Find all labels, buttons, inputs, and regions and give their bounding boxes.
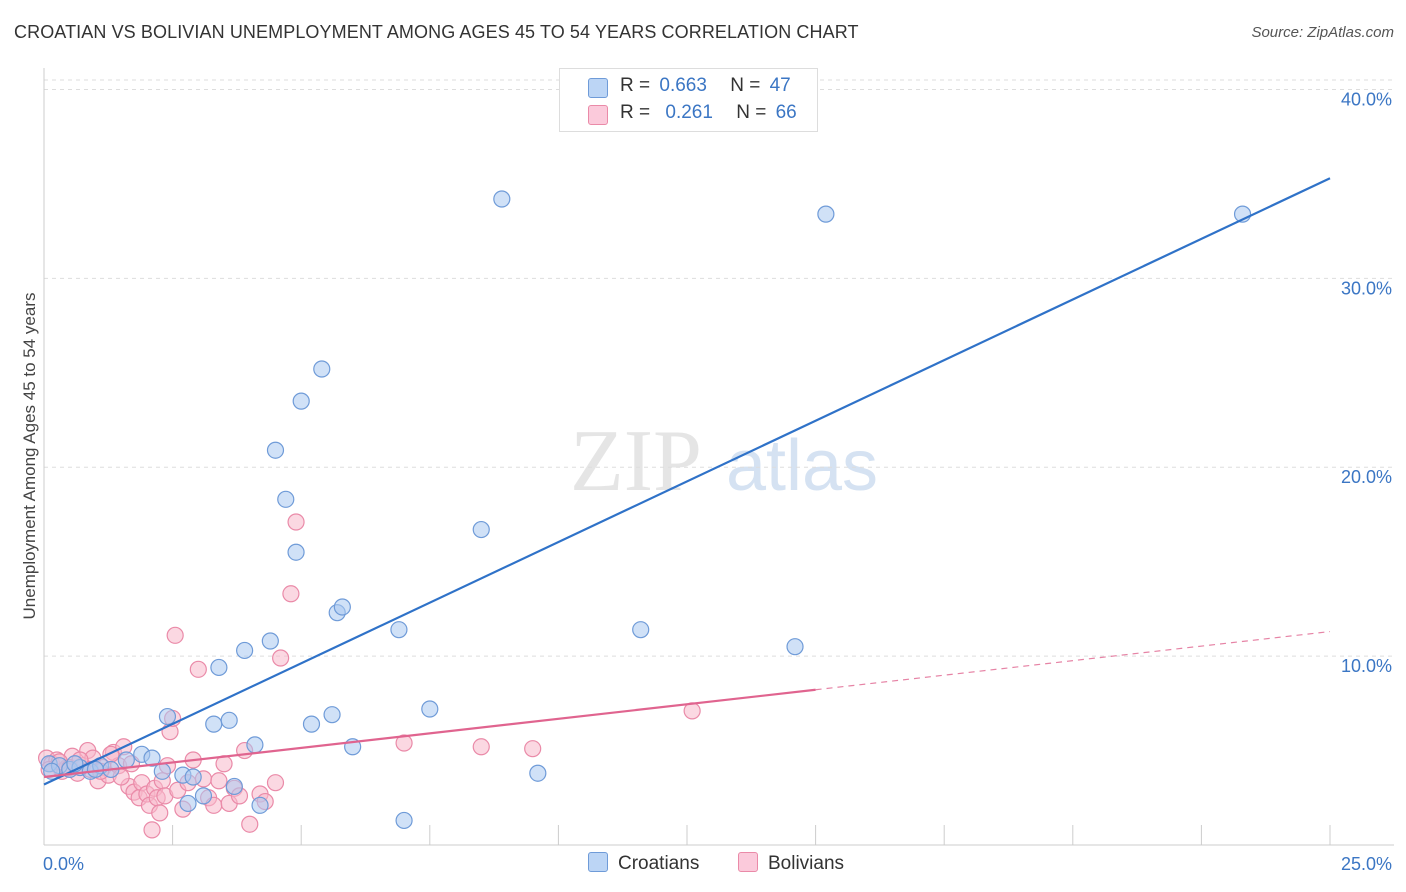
croatian-point — [313, 360, 331, 378]
croatian-point — [205, 715, 223, 733]
croatians-label: Croatians — [618, 853, 700, 874]
legend-n-label: N = — [736, 102, 767, 123]
bolivian-point — [472, 738, 490, 756]
bottom-legend-bolivians: Bolivians — [738, 852, 844, 875]
croatian-point — [236, 641, 254, 660]
bolivian-point — [524, 740, 542, 758]
croatian-point — [287, 543, 305, 561]
bolivian-point — [241, 815, 259, 833]
bolivian-point — [143, 821, 161, 839]
croatian-point — [421, 700, 439, 718]
chart-title: CROATIAN VS BOLIVIAN UNEMPLOYMENT AMONG … — [14, 22, 859, 42]
croatian-point — [817, 205, 835, 223]
bolivians-swatch — [588, 105, 608, 125]
x-tick-label-max: 25.0% — [1341, 854, 1392, 874]
bolivians-trendline-extension — [815, 630, 1331, 691]
croatian-point — [333, 598, 351, 616]
croatian-point — [493, 190, 511, 208]
bolivian-point — [210, 772, 228, 790]
croatian-point — [210, 658, 228, 677]
bolivian-point — [282, 585, 300, 603]
croatian-point — [632, 621, 650, 639]
croatian-point — [472, 520, 490, 539]
bolivian-point — [272, 649, 290, 667]
croatians-trendline — [43, 177, 1331, 786]
bolivian-point — [395, 734, 413, 752]
y-tick-label: 20.0% — [1341, 467, 1392, 487]
bolivian-point — [287, 513, 305, 531]
legend-r-value: 0.663 — [659, 75, 707, 96]
croatian-point — [261, 632, 279, 650]
legend-n-label: N = — [730, 75, 761, 96]
watermark-atlas: atlas — [726, 426, 878, 506]
bolivians-label: Bolivians — [768, 853, 845, 874]
y-tick-label: 40.0% — [1341, 89, 1392, 109]
correlation-legend: R = 0.663 N = 47 R = 0.261 N = 66 — [559, 68, 818, 132]
croatians-swatch — [588, 78, 608, 98]
croatian-point — [246, 736, 264, 754]
legend-n-value: 47 — [769, 75, 791, 96]
bolivians-trendline — [43, 688, 816, 779]
watermark-zip: ZIP — [570, 413, 702, 510]
croatian-point — [220, 711, 238, 729]
bottom-legend-croatians: Croatians — [588, 852, 699, 875]
x-tick-label-min: 0.0% — [43, 854, 84, 874]
bolivian-point — [166, 626, 184, 644]
croatians-swatch — [588, 852, 608, 872]
croatian-point — [251, 796, 269, 814]
croatian-point — [158, 707, 177, 726]
croatian-point — [143, 749, 161, 767]
croatian-point — [179, 794, 197, 813]
legend-r-label: R = — [620, 102, 651, 123]
croatian-point — [277, 490, 295, 508]
bolivian-point — [189, 660, 207, 678]
y-tick-label: 10.0% — [1341, 656, 1392, 676]
croatian-point — [153, 762, 171, 780]
legend-r-value: 0.261 — [665, 102, 713, 123]
y-tick-label: 30.0% — [1341, 278, 1392, 298]
source-label: Source: ZipAtlas.com — [1251, 24, 1394, 41]
croatian-point — [292, 392, 310, 410]
croatian-point — [194, 787, 213, 805]
croatian-point — [390, 621, 408, 639]
croatian-point — [225, 777, 243, 796]
croatian-point — [302, 715, 321, 733]
croatian-point — [395, 811, 413, 830]
croatian-point — [184, 768, 202, 786]
croatian-point — [266, 441, 285, 459]
croatian-point — [786, 638, 804, 656]
legend-r-label: R = — [620, 75, 651, 96]
croatian-point — [323, 706, 341, 724]
croatian-point — [117, 751, 135, 769]
bolivians-swatch — [738, 852, 758, 872]
croatian-point — [529, 764, 547, 782]
bolivian-point — [151, 804, 169, 822]
bolivian-point — [266, 774, 285, 792]
legend-n-value: 66 — [775, 102, 797, 123]
